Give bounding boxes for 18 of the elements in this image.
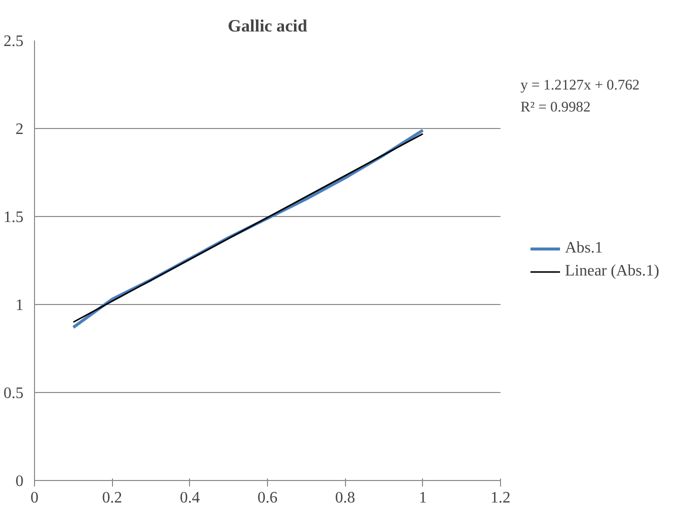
legend-label: Abs.1 [565,240,603,258]
x-tick-label: 1 [418,490,427,506]
text: y = 1.2127x + 0.762 [520,77,640,94]
x-tick-label: 1.2 [490,490,510,506]
text: R² = 0.9982 [520,99,591,116]
y-tick-label: 1.5 [4,209,24,226]
chart-title: Gallic acid [228,16,308,36]
x-tick-label: 0.2 [102,490,122,506]
x-tick-label: 0.8 [335,490,356,506]
x-tick-label: 0.4 [180,490,200,506]
y-tick-label: 1 [16,297,24,314]
legend-label: Linear (Abs.1) [565,262,660,280]
y-tick-label: 2 [16,121,24,138]
y-tick-label: 2.5 [4,33,24,50]
y-tick-label: 0.5 [4,385,24,402]
x-tick-label: 0.6 [258,490,278,506]
x-tick-label: 0 [30,490,38,506]
y-tick-label: 0 [16,473,24,490]
